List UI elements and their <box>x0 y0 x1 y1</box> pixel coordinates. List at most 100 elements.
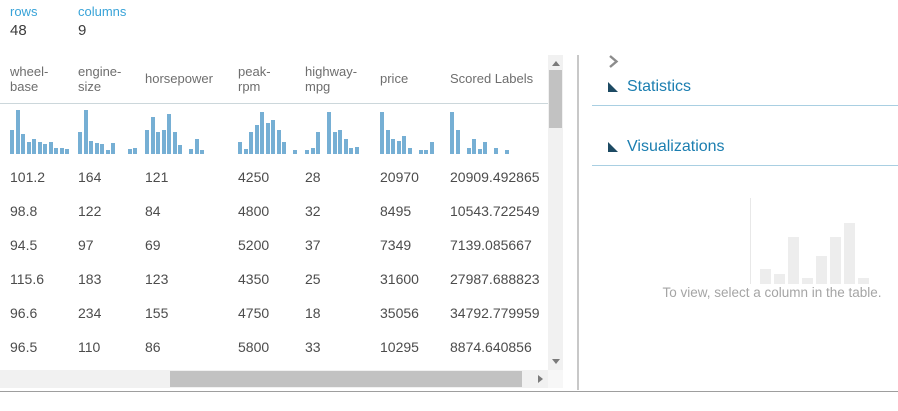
table-cell[interactable]: 122 <box>78 203 102 219</box>
histogram-bar <box>494 148 498 154</box>
table-column-scored-labels[interactable]: Scored Labels 20909.492865 10543.722549 713… <box>450 55 548 364</box>
horizontal-scrollbar-thumb[interactable] <box>170 371 522 387</box>
table-cell[interactable]: 183 <box>78 271 102 287</box>
histogram-bar <box>54 148 58 154</box>
table-cell[interactable]: 31600 <box>380 271 419 287</box>
table-cell[interactable]: 4350 <box>238 271 270 287</box>
table-cell[interactable]: 20909.492865 <box>450 169 540 185</box>
rows-count: 48 <box>10 22 27 39</box>
table-cell[interactable]: 96.6 <box>10 305 38 321</box>
table-cell[interactable]: 27987.688823 <box>450 271 540 287</box>
histogram-bar <box>111 143 115 154</box>
collapse-panel-button[interactable] <box>608 54 619 74</box>
table-cell[interactable]: 10295 <box>380 339 419 355</box>
table-cell[interactable]: 234 <box>78 305 102 321</box>
histogram-bar <box>380 112 384 154</box>
table-cell[interactable]: 86 <box>145 339 161 355</box>
collapse-triangle-icon <box>608 142 618 152</box>
table-cell[interactable]: 33 <box>305 339 321 355</box>
table-cell[interactable]: 84 <box>145 203 161 219</box>
column-header[interactable]: peak-rpm <box>238 63 271 94</box>
columns-count: 9 <box>78 22 87 39</box>
column-mini-histogram <box>78 103 137 160</box>
table-cell[interactable]: 37 <box>305 237 321 253</box>
column-header[interactable]: price <box>380 71 409 87</box>
table-cell[interactable]: 25 <box>305 271 321 287</box>
table-cell[interactable]: 110 <box>78 339 101 355</box>
table-cell[interactable]: 69 <box>145 237 161 253</box>
table-column-highway-mpg[interactable]: highway-mpg 28 32 37 25 18 33 <box>305 55 373 364</box>
table-cell[interactable]: 164 <box>78 169 102 185</box>
table-cell[interactable]: 155 <box>145 305 169 321</box>
statistics-section-toggle[interactable]: Statistics <box>592 78 898 96</box>
column-header[interactable]: highway-mpg <box>305 63 358 94</box>
table-cell[interactable]: 28 <box>305 169 321 185</box>
vertical-scrollbar-thumb[interactable] <box>549 70 562 128</box>
table-cell[interactable]: 98.8 <box>10 203 38 219</box>
table-cell[interactable]: 7349 <box>380 237 412 253</box>
scroll-up-arrow-icon[interactable] <box>552 61 560 66</box>
table-cell[interactable]: 10543.722549 <box>450 203 540 219</box>
table-column-peak-rpm[interactable]: peak-rpm 4250 4800 5200 4350 4750 5800 <box>238 55 297 364</box>
rows-label: rows <box>10 4 38 19</box>
histogram-bar <box>37 142 42 154</box>
column-mini-histogram <box>238 103 297 160</box>
table-cell[interactable]: 123 <box>145 271 169 287</box>
scroll-down-arrow-icon[interactable] <box>552 359 560 364</box>
table-cell[interactable]: 18 <box>305 305 321 321</box>
table-cell[interactable]: 5800 <box>238 339 270 355</box>
table-column-horsepower[interactable]: horsepower 121 84 69 123 155 86 <box>145 55 228 364</box>
histogram-bar <box>354 147 359 154</box>
table-cell[interactable]: 34792.779959 <box>450 305 540 321</box>
column-header[interactable]: horsepower <box>145 71 213 87</box>
ghost-histogram-bar <box>830 237 841 284</box>
histogram-bar <box>260 112 264 154</box>
histogram-bar <box>332 132 337 154</box>
ghost-histogram-bar <box>816 256 827 284</box>
scroll-right-arrow-icon[interactable] <box>538 375 543 383</box>
vertical-scrollbar[interactable] <box>548 55 563 370</box>
histogram-bar <box>466 148 471 154</box>
table-cell[interactable]: 101.2 <box>10 169 46 185</box>
column-header[interactable]: wheel-base <box>10 63 49 94</box>
table-cell[interactable]: 115.6 <box>10 271 44 287</box>
ghost-histogram-bar <box>774 274 785 284</box>
histogram-bar <box>238 142 242 154</box>
table-cell[interactable]: 121 <box>145 169 169 185</box>
columns-label: columns <box>78 4 127 19</box>
table-cell[interactable]: 35056 <box>380 305 419 321</box>
table-cell[interactable]: 5200 <box>238 237 270 253</box>
histogram-bar <box>305 150 309 154</box>
histogram-bar <box>327 112 331 154</box>
column-mini-histogram <box>145 103 228 160</box>
column-header[interactable]: Scored Labels <box>450 71 534 87</box>
table-cell[interactable]: 94.5 <box>10 237 38 253</box>
histogram-bar <box>194 139 199 154</box>
table-header-divider <box>0 103 548 104</box>
table-column-engine-size[interactable]: engine-size 164 122 97 183 234 110 <box>78 55 137 364</box>
column-header[interactable]: engine-size <box>78 63 122 94</box>
table-cell[interactable]: 4800 <box>238 203 270 219</box>
ghost-histogram-bar <box>858 278 869 284</box>
table-column-price[interactable]: price 20970 8495 7349 31600 35056 10295 <box>380 55 440 364</box>
table-cell[interactable]: 97 <box>78 237 94 253</box>
histogram-bar <box>100 144 104 154</box>
column-mini-histogram <box>305 103 373 160</box>
ghost-histogram-placeholder <box>750 196 869 284</box>
histogram-bar <box>249 132 253 154</box>
table-column-wheel-base[interactable]: wheel-base 101.2 98.8 94.5 115.6 96.6 96.5 <box>10 55 69 364</box>
table-cell[interactable]: 4250 <box>238 169 270 185</box>
rows-summary: rows 48 <box>10 4 37 39</box>
histogram-bar <box>15 110 20 154</box>
table-cell[interactable]: 7139.085667 <box>450 237 532 253</box>
histogram-bar <box>424 150 428 154</box>
table-cell[interactable]: 32 <box>305 203 321 219</box>
table-cell[interactable]: 8874.640856 <box>450 339 532 355</box>
visualizations-section-title: Visualizations <box>627 138 725 155</box>
visualizations-section-toggle[interactable]: Visualizations <box>592 138 898 156</box>
table-cell[interactable]: 20970 <box>380 169 419 185</box>
table-cell[interactable]: 4750 <box>238 305 270 321</box>
horizontal-scrollbar[interactable] <box>0 370 548 388</box>
table-cell[interactable]: 8495 <box>380 203 412 219</box>
table-cell[interactable]: 96.5 <box>10 339 38 355</box>
